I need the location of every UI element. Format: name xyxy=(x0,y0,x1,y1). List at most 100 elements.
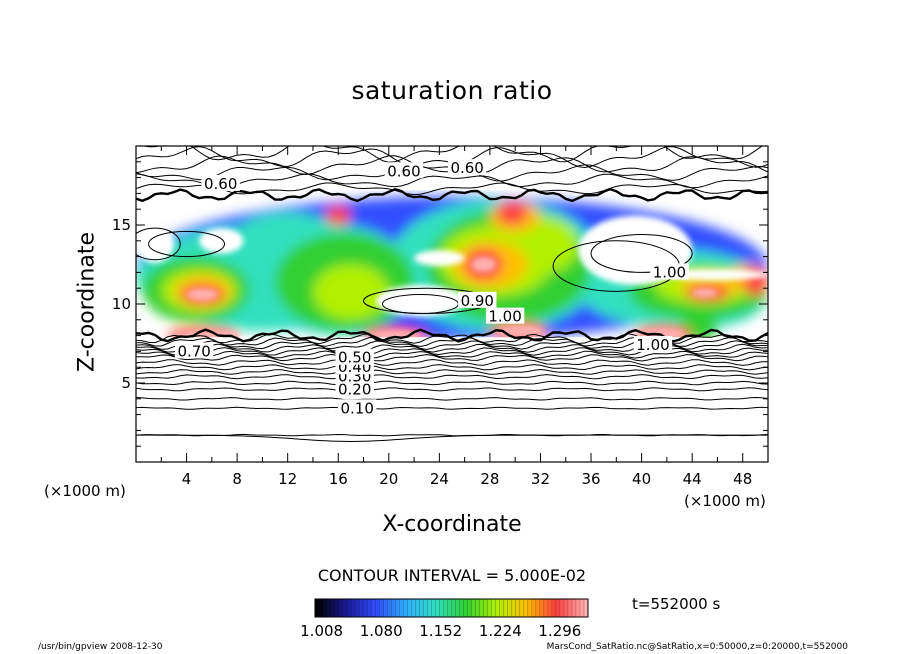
colorbar-cell xyxy=(355,599,360,617)
colorbar-cell xyxy=(491,599,496,617)
colorbar-cell xyxy=(483,599,488,617)
contour-label: 1.00 xyxy=(488,308,521,326)
field-peak xyxy=(692,288,718,298)
colorbar-cell xyxy=(403,599,408,617)
contour-line xyxy=(136,364,768,371)
colorbar-cell xyxy=(339,599,344,617)
contour-label-bg xyxy=(650,263,689,280)
colorbar-cell xyxy=(399,599,404,617)
contour-line xyxy=(136,406,768,410)
contour-line xyxy=(136,396,768,401)
colorbar-cell xyxy=(583,599,589,617)
contour-line xyxy=(148,230,225,258)
colorbar-cell xyxy=(347,599,352,617)
colorbar xyxy=(314,598,589,618)
contour-label: 1.00 xyxy=(636,336,669,354)
colorbar-cell xyxy=(335,599,340,617)
colorbar-cell xyxy=(463,599,468,617)
contour-line xyxy=(136,434,768,443)
colorbar-cell xyxy=(475,599,480,617)
contour-line xyxy=(136,374,768,380)
x-axis-label: X-coordinate xyxy=(382,512,522,537)
colorbar-cell xyxy=(563,599,569,617)
colorbar-cell xyxy=(419,599,424,617)
contour-label-bg xyxy=(384,162,424,179)
contour-label: 0.20 xyxy=(338,380,371,398)
colorbar-cell xyxy=(331,599,336,617)
colorbar-cell xyxy=(323,599,328,617)
x-tick-label: 8 xyxy=(232,470,242,488)
contour-line xyxy=(136,227,181,261)
field-blob xyxy=(312,264,389,320)
contour-label: 0.90 xyxy=(461,292,494,310)
colorbar-cell xyxy=(375,599,380,617)
contour-line xyxy=(136,387,768,392)
colorbar-cell xyxy=(387,599,392,617)
field-blob xyxy=(325,206,351,225)
colorbar-cell xyxy=(575,599,581,617)
colorbar-cell xyxy=(447,599,452,617)
y-tick-label: 5 xyxy=(121,374,131,392)
contour-label-bg xyxy=(447,159,487,176)
colorbar-cell xyxy=(543,599,549,617)
cloud-edge-contour xyxy=(136,187,768,203)
colorbar-cell xyxy=(363,599,368,617)
colorbar-cell xyxy=(479,599,484,617)
colorbar-cell xyxy=(571,599,577,617)
field-hole xyxy=(414,250,465,267)
colorbar-cell xyxy=(439,599,444,617)
colorbar-cell xyxy=(431,599,436,617)
x-tick-label: 28 xyxy=(480,470,500,488)
colorbar-cell xyxy=(523,599,529,617)
contour-label: 0.60 xyxy=(204,175,237,193)
colorbar-cell xyxy=(411,599,416,617)
footer-program-date: /usr/bin/gpview 2008-12-30 xyxy=(38,642,163,652)
colorbar-tick-label: 1.296 xyxy=(538,622,582,640)
colorbar-cell xyxy=(579,599,585,617)
x-axis-unit: (×1000 m) xyxy=(684,492,766,510)
colorbar-cell xyxy=(535,599,541,617)
colorbar-cell xyxy=(435,599,440,617)
colorbar-tick-label: 1.008 xyxy=(300,622,344,640)
field-hole xyxy=(376,285,465,317)
colorbar-cell xyxy=(415,599,420,617)
colorbar-cell xyxy=(327,599,332,617)
colorbar-cell xyxy=(443,599,448,617)
contour-label-bg xyxy=(335,348,374,365)
x-tick-label: 40 xyxy=(632,470,652,488)
contour-label-bg xyxy=(335,380,374,397)
x-tick-label: 12 xyxy=(278,470,298,488)
contour-label-bg xyxy=(338,399,377,416)
contour-line xyxy=(136,350,768,359)
y-tick-label: 10 xyxy=(111,295,131,313)
contour-labels: 0.100.200.300.400.500.700.901.001.001.00… xyxy=(174,159,689,417)
contour-label: 0.60 xyxy=(450,159,483,177)
colorbar-cell xyxy=(559,599,565,617)
contour-line xyxy=(136,358,768,366)
contour-label: 0.70 xyxy=(177,342,210,360)
contour-line xyxy=(136,353,768,362)
contour-label-bg xyxy=(485,307,525,324)
colorbar-cell xyxy=(359,599,364,617)
colorbar-cell xyxy=(467,599,472,617)
colorbar-tick-label: 1.224 xyxy=(478,622,522,640)
colorbar-cell xyxy=(379,599,384,617)
contour-label-bg xyxy=(174,342,214,359)
colorbar-tick-label: 1.080 xyxy=(359,622,403,640)
colorbar-cell xyxy=(367,599,372,617)
colorbar-cell xyxy=(391,599,396,617)
colorbar-cell xyxy=(515,599,521,617)
y-tick-label: 15 xyxy=(111,216,131,234)
colorbar-cell xyxy=(427,599,432,617)
colorbar-cell xyxy=(551,599,557,617)
colorbar-cell xyxy=(407,599,412,617)
contour-line xyxy=(136,368,768,375)
colorbar-frame xyxy=(314,598,589,618)
colorbar-cell xyxy=(495,599,500,617)
colorbar-cell xyxy=(519,599,525,617)
colorbar-cell xyxy=(555,599,561,617)
colorbar-cell xyxy=(451,599,456,617)
colorbar-cell xyxy=(319,599,324,617)
y-axis-label: Z-coordinate xyxy=(74,232,100,372)
contour-label-bg xyxy=(633,336,673,353)
